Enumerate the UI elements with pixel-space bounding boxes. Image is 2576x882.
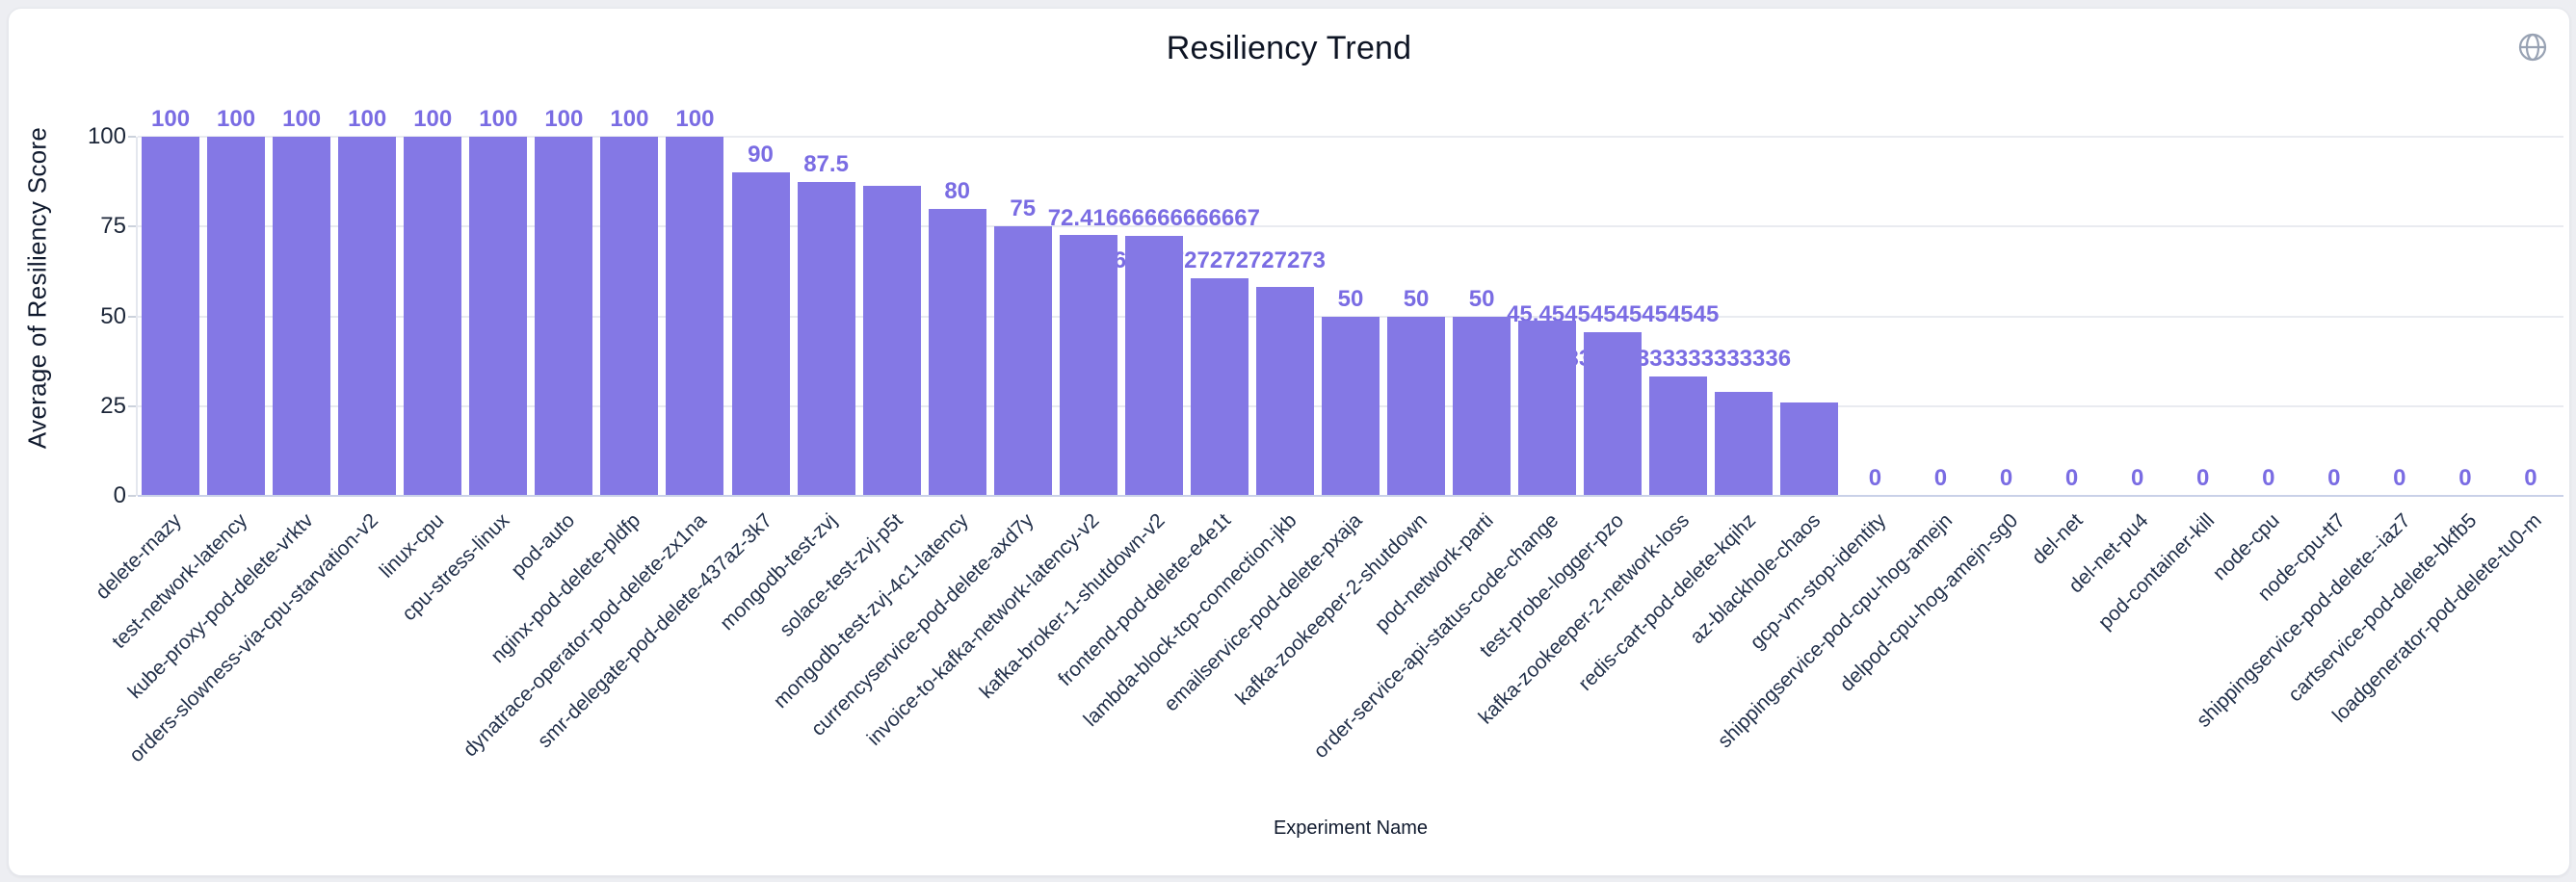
bar-test-probe-logger-pzo[interactable] <box>1584 332 1643 496</box>
x-tick-label: dynatrace-operator-pod-delete-zx1na <box>459 509 711 762</box>
y-axis-line <box>136 137 138 496</box>
plot-area: 100 delete-rnazy 100 test-network-latency 10… <box>92 108 2563 766</box>
bar-pod-auto[interactable] <box>535 137 593 496</box>
bar-az-blackhole-chaos[interactable] <box>1780 402 1839 496</box>
y-tick-mark-75 <box>128 225 136 228</box>
bar-value-label: 0 <box>2064 465 2079 491</box>
bar-value-label: 75 <box>1010 195 1037 222</box>
bar-pod-network-parti[interactable] <box>1453 316 1511 496</box>
bar-invoice-to-kafka-network-latency-v2[interactable] <box>1059 234 1117 496</box>
chart-card: Resiliency Trend Average of Resiliency S… <box>8 8 2570 876</box>
bar-kafka-broker-1-shutdown-v2[interactable] <box>1124 235 1183 496</box>
y-tick-mark-25 <box>128 404 136 407</box>
bar-value-label: 100 <box>348 106 387 132</box>
bar-value-label: 0 <box>2393 465 2406 491</box>
bar-value-label: 0 <box>1868 465 1882 491</box>
y-tick-label-0: 0 <box>113 482 126 508</box>
bar-value-label: 100 <box>282 106 322 132</box>
x-axis-title: Experiment Name <box>1273 817 1429 839</box>
bar-value-label: 0 <box>1933 465 1948 491</box>
bar-test-network-latency[interactable] <box>207 137 266 496</box>
bar-order-service-api-status-code-change[interactable] <box>1518 320 1577 496</box>
bar-redis-cart-pod-delete-kqihz[interactable] <box>1715 391 1774 496</box>
y-tick-mark-50 <box>128 315 136 318</box>
bar-value-label: 100 <box>217 106 256 132</box>
bar-currencyservice-pod-delete-axd7y[interactable] <box>993 226 1052 496</box>
bar-value-label: 90 <box>748 142 774 169</box>
x-tick-label: pod-container-kill <box>2093 509 2219 635</box>
bar-value-label: 100 <box>479 106 518 132</box>
y-tick-label-75: 75 <box>100 213 126 240</box>
bar-value-label: 50 <box>1403 285 1430 312</box>
bar-orders-slowness-via-cpu-starvation-v2[interactable] <box>338 137 397 496</box>
bar-solace-test-zvj-p5t[interactable] <box>862 185 921 496</box>
bar-lambda-block-tcp-connection-jkb[interactable] <box>1255 286 1314 496</box>
bar-frontend-pod-delete-e4e1t[interactable] <box>1190 277 1249 496</box>
x-tick-label: smr-delegate-pod-delete-437az-3k7 <box>533 509 776 753</box>
x-tick-label: order-service-api-status-code-change <box>1309 509 1564 764</box>
gridline-y75 <box>138 225 2563 228</box>
bar-value-label: 100 <box>610 106 649 132</box>
bar-value-label: 0 <box>2196 465 2210 491</box>
y-tick-label-25: 25 <box>100 392 126 419</box>
bar-value-label: 0 <box>2458 465 2472 491</box>
bar-value-label: 0 <box>2130 465 2144 491</box>
bar-kafka-zookeeper-2-shutdown[interactable] <box>1387 316 1446 496</box>
x-tick-label: orders-slowness-via-cpu-starvation-v2 <box>125 509 383 767</box>
y-tick-mark-0 <box>128 495 136 497</box>
x-tick-label: solace-test-zvj-p5t <box>775 509 907 641</box>
bar-value-label: 50 <box>1468 285 1495 312</box>
bar-dynatrace-operator-pod-delete-zx1na[interactable] <box>666 137 724 496</box>
x-tick-label: mongodb-test-zvj <box>716 509 842 636</box>
y-tick-label-50: 50 <box>100 302 126 329</box>
bar-emailservice-pod-delete-pxaja[interactable] <box>1322 316 1380 496</box>
bar-nginx-pod-delete-pldfp[interactable] <box>600 137 659 496</box>
bar-value-label: 100 <box>675 106 715 132</box>
bar-mongodb-test-zvj-4c1-latency[interactable] <box>928 208 986 496</box>
bar-value-label: 0 <box>2524 465 2537 491</box>
bar-delete-rnazy[interactable] <box>142 137 200 496</box>
x-tick-label: del-net <box>2028 509 2088 569</box>
bar-value-label: 80 <box>944 177 971 204</box>
globe-icon[interactable] <box>2517 32 2548 63</box>
x-tick-label: shippingservice-pod-cpu-hog-amejn <box>1713 509 1957 753</box>
bar-mongodb-test-zvj[interactable] <box>797 181 855 496</box>
bar-kube-proxy-pod-delete-vrktv[interactable] <box>273 137 331 496</box>
gridline-y100 <box>138 136 2563 138</box>
bar-value-label: 0 <box>2262 465 2275 491</box>
bar-cpu-stress-linux[interactable] <box>469 137 528 496</box>
x-axis-line <box>138 495 2563 497</box>
x-tick-label: invoice-to-kafka-network-latency-v2 <box>863 509 1105 750</box>
page-title: Resiliency Trend <box>1166 30 1412 66</box>
x-tick-label: pod-network-parti <box>1370 509 1498 636</box>
bar-value-label: 100 <box>413 106 453 132</box>
bar-smr-delegate-pod-delete-437az-3k7[interactable] <box>731 172 790 496</box>
bar-value-label: 100 <box>150 106 191 132</box>
bar-value-label: 87.5 <box>803 150 849 177</box>
bar-value-label: 50 <box>1337 285 1364 312</box>
bar-value-label: 0 <box>2327 465 2341 491</box>
bar-kafka-zookeeper-2-network-loss[interactable] <box>1649 376 1708 496</box>
y-tick-mark-100 <box>128 136 136 138</box>
bar-value-label: 0 <box>1999 465 2013 491</box>
bar-value-label: 72.41666666666667 <box>1047 204 1260 231</box>
y-tick-label-100: 100 <box>87 123 126 149</box>
bar-linux-cpu[interactable] <box>404 137 462 496</box>
bar-value-label: 100 <box>544 106 584 132</box>
